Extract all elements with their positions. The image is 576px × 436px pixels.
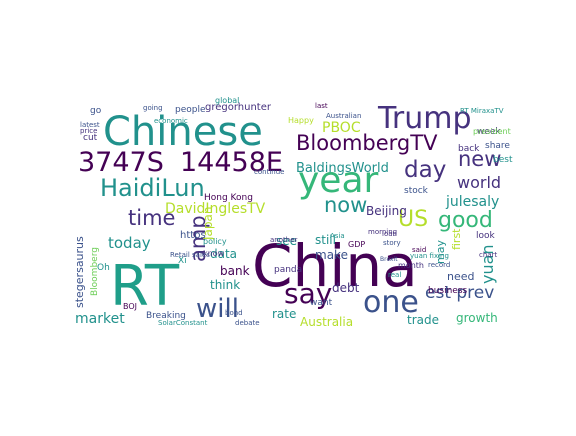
word-year: year <box>298 160 379 201</box>
word-bank: bank <box>220 264 250 278</box>
word-today: today <box>108 234 151 252</box>
word-real: real <box>388 271 401 279</box>
word-data: data <box>210 247 237 261</box>
word-want: want <box>310 298 333 308</box>
word-policy: policy <box>203 237 227 246</box>
word-loan: loan <box>382 230 397 238</box>
word-brexit: Brexit <box>380 256 398 263</box>
word-chart: chart <box>479 251 497 259</box>
word-bloombergtv: BloombergTV <box>296 131 438 155</box>
word-amp: amp <box>186 215 210 262</box>
word-still: still <box>315 233 336 247</box>
word-breaking: Breaking <box>146 311 186 321</box>
word-oh: Oh <box>97 263 110 273</box>
word-14458e: 14458E <box>180 147 283 178</box>
word-rt-miraxatv: RT MiraxaTV <box>460 107 504 115</box>
word-gregorhunter: gregorhunter <box>205 102 272 113</box>
word-panda: panda <box>274 265 302 275</box>
word-australian: Australian <box>326 112 361 120</box>
word-trump: Trump <box>377 101 472 136</box>
word-australia: Australia <box>300 315 353 329</box>
word-see: see <box>276 234 297 248</box>
word-first: first <box>450 228 463 250</box>
word-week: week <box>477 127 501 137</box>
word-debt: debt <box>332 281 360 295</box>
word-haidilun: HaidiLun <box>100 174 205 202</box>
word-retail-sales: Retail sales <box>170 251 210 259</box>
word-will: will <box>196 294 239 324</box>
word-back: back <box>458 144 480 154</box>
word-pboc: PBOC <box>322 120 361 136</box>
word-cut: cut <box>83 133 98 143</box>
word-last: last <box>315 102 328 110</box>
word-bond: bond <box>225 309 243 317</box>
word-president: president <box>473 127 511 136</box>
word-china: China <box>252 232 418 300</box>
word-need: need <box>447 270 475 283</box>
word-story: story <box>383 239 401 247</box>
word-gdp: GDP <box>348 240 365 249</box>
word-global: global <box>215 96 239 105</box>
word-month: month <box>398 261 424 270</box>
word-continue: continue <box>254 168 284 176</box>
word-may: may <box>434 240 447 264</box>
word-stegersaurus: stegersaurus <box>73 236 86 308</box>
word-record: record <box>428 261 450 269</box>
word-baldingsworld: BaldingsWorld <box>296 161 389 176</box>
word-japan: Japan <box>201 207 215 241</box>
word-go: go <box>90 106 102 116</box>
word-think: think <box>210 278 240 292</box>
word-xi: Xi <box>178 256 187 266</box>
word-3747s: 3747S <box>78 147 164 178</box>
word-chinese: Chinese <box>103 109 263 155</box>
word-new: new <box>458 147 501 171</box>
word-solarconstant: SolarConstant <box>158 319 208 327</box>
word-rate: rate <box>272 307 296 321</box>
word-morning: morning <box>368 228 397 236</box>
word-world: world <box>457 173 501 192</box>
word-economic: economic <box>154 117 188 125</box>
word-day: day <box>404 157 446 183</box>
word-know: know <box>203 249 225 258</box>
word-good: good <box>438 208 493 233</box>
word-business: business <box>428 286 468 296</box>
word-us: US <box>398 207 428 232</box>
word-now: now <box>324 193 367 217</box>
word-stock: stock <box>404 186 429 196</box>
word-best: best <box>493 155 513 165</box>
word-asia: Asia <box>330 232 345 240</box>
word-one: one <box>363 285 419 320</box>
cloud-background <box>71 103 515 325</box>
word-look: look <box>476 231 496 241</box>
word-another: another <box>270 236 297 244</box>
word-https: https <box>180 230 206 241</box>
word-rt: RT <box>110 254 180 319</box>
word-growth: growth <box>456 311 498 325</box>
word-boj: BOJ <box>123 302 137 311</box>
word-yuan-fixing: yuan fixing <box>410 252 449 260</box>
word-share: share <box>485 141 510 151</box>
word-say: say <box>284 277 332 310</box>
word-people: people <box>175 105 206 115</box>
word-time: time <box>128 206 175 230</box>
word-debate: debate <box>235 319 260 327</box>
word-trade: trade <box>407 313 439 327</box>
word-beijing: Beijing <box>366 204 407 218</box>
word-est-prev: est prev <box>425 283 494 303</box>
word-yuan: yuan <box>478 244 497 284</box>
word-julesaly: julesaly <box>445 194 499 210</box>
word-said: said <box>412 246 426 254</box>
word-davidinglestv: DavidInglesTV <box>165 201 266 217</box>
word-market: market <box>75 311 125 327</box>
word-happy: Happy <box>288 116 314 125</box>
word-going: going <box>143 104 163 112</box>
word-bloomberg: Bloomberg <box>90 247 100 296</box>
word-hong-kong: Hong Kong <box>204 193 253 203</box>
word-price: price <box>80 127 97 135</box>
word-latest: latest <box>80 121 100 129</box>
word-make: make <box>315 248 348 262</box>
